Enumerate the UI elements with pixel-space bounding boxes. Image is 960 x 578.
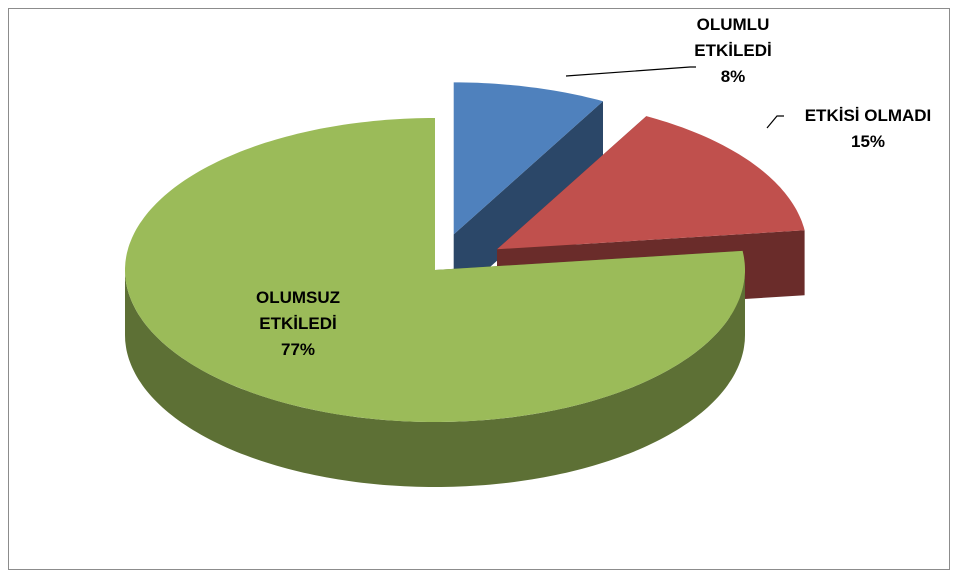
label-value: 15% xyxy=(850,132,886,151)
slice-wall xyxy=(125,270,745,487)
slice xyxy=(453,82,603,235)
leader-line xyxy=(565,66,696,77)
data-label: OLUMSUZ ETKİLEDİ 77% xyxy=(228,285,368,363)
data-label: ETKİSİ OLMADI 15% xyxy=(788,103,948,155)
label-value: 77% xyxy=(280,340,316,359)
label-name: OLUMSUZ ETKİLEDİ xyxy=(255,288,341,333)
label-value: 8% xyxy=(720,67,746,86)
slice-side xyxy=(453,101,603,300)
pie xyxy=(125,82,805,487)
label-name: OLUMLU ETKİLEDİ xyxy=(694,15,772,60)
label-name: ETKİSİ OLMADI xyxy=(804,106,932,125)
slice xyxy=(125,118,745,422)
leader-line xyxy=(766,115,784,129)
slice xyxy=(497,116,805,250)
data-label: OLUMLU ETKİLEDİ 8% xyxy=(678,12,788,90)
